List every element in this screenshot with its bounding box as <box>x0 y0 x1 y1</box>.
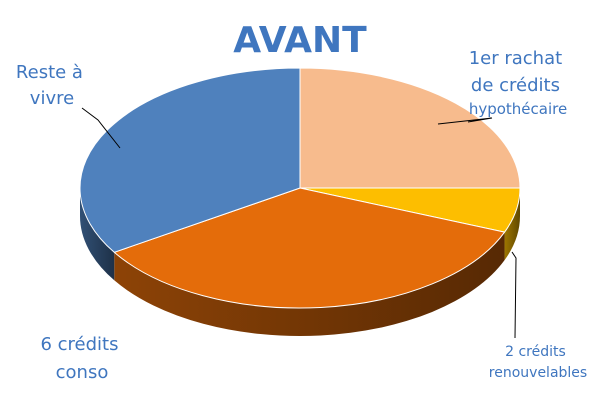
slice-6-credits-conso <box>113 187 506 309</box>
slice-label-6-credits-conso: 6 crédits conso <box>40 334 123 383</box>
slice-label-1er-rachat: 1er rachat de crédits hypothécaire <box>469 48 568 118</box>
slice-label-reste-a-vivre: Reste à vivre <box>16 62 88 109</box>
chart-title: AVANT <box>233 20 367 61</box>
leader-line <box>511 251 517 339</box>
slice-side-reste-a-vivre <box>80 188 115 281</box>
pie-slices <box>79 67 521 337</box>
leader-lines <box>81 107 517 339</box>
leader-line <box>437 117 493 125</box>
slice-1er-rachat-de-credits-hypothecaire <box>299 67 521 189</box>
slice-label-2-credits-renouvelables: 2 crédits renouvelables <box>489 341 587 381</box>
leader-line <box>81 107 121 149</box>
slice-side-6-credits-conso <box>114 232 505 337</box>
slice-side-2-credits-renouvelables <box>504 188 520 261</box>
slice-reste-a-vivre <box>79 67 301 253</box>
